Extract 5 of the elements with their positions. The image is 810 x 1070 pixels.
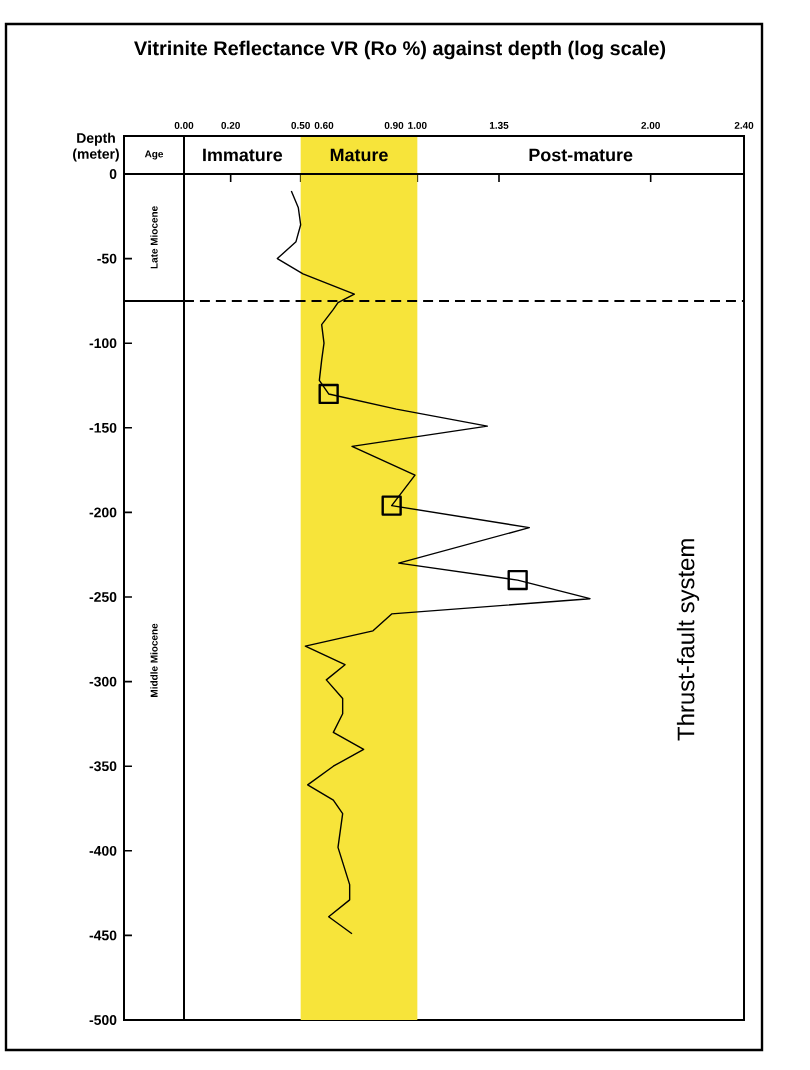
text: Post-mature [529,148,633,162]
text: Immature [203,148,283,162]
chart-title: Vitrinite Reflectance VR (Ro %) against depth (log scale) [134,40,666,60]
text: Mature [330,148,388,162]
annotation: Thrust-fault system [676,539,700,741]
